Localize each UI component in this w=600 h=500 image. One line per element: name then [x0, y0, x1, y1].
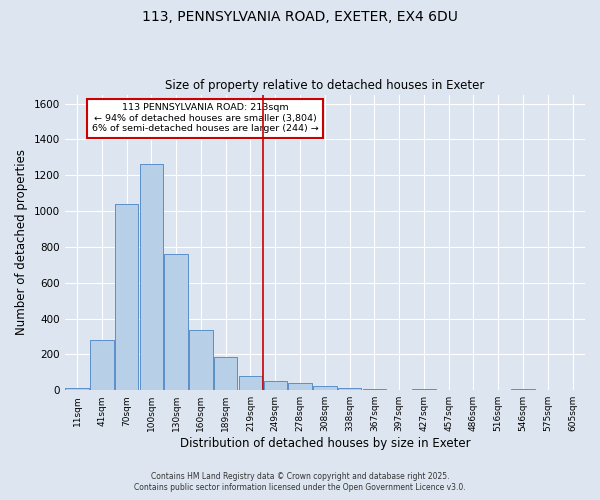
Bar — [90, 340, 113, 390]
Title: Size of property relative to detached houses in Exeter: Size of property relative to detached ho… — [165, 79, 485, 92]
Bar — [189, 330, 213, 390]
X-axis label: Distribution of detached houses by size in Exeter: Distribution of detached houses by size … — [179, 437, 470, 450]
Bar — [140, 164, 163, 390]
Bar — [338, 388, 361, 390]
Bar — [362, 389, 386, 390]
Bar — [288, 384, 312, 390]
Bar — [263, 381, 287, 390]
Bar — [313, 386, 337, 390]
Text: 113 PENNSYLVANIA ROAD: 213sqm
← 94% of detached houses are smaller (3,804)
6% of: 113 PENNSYLVANIA ROAD: 213sqm ← 94% of d… — [92, 104, 319, 133]
Bar — [164, 254, 188, 390]
Bar — [65, 388, 89, 390]
Y-axis label: Number of detached properties: Number of detached properties — [15, 150, 28, 336]
Text: Contains HM Land Registry data © Crown copyright and database right 2025.
Contai: Contains HM Land Registry data © Crown c… — [134, 472, 466, 492]
Bar — [214, 357, 238, 390]
Bar — [239, 376, 262, 390]
Bar — [115, 204, 139, 390]
Text: 113, PENNSYLVANIA ROAD, EXETER, EX4 6DU: 113, PENNSYLVANIA ROAD, EXETER, EX4 6DU — [142, 10, 458, 24]
